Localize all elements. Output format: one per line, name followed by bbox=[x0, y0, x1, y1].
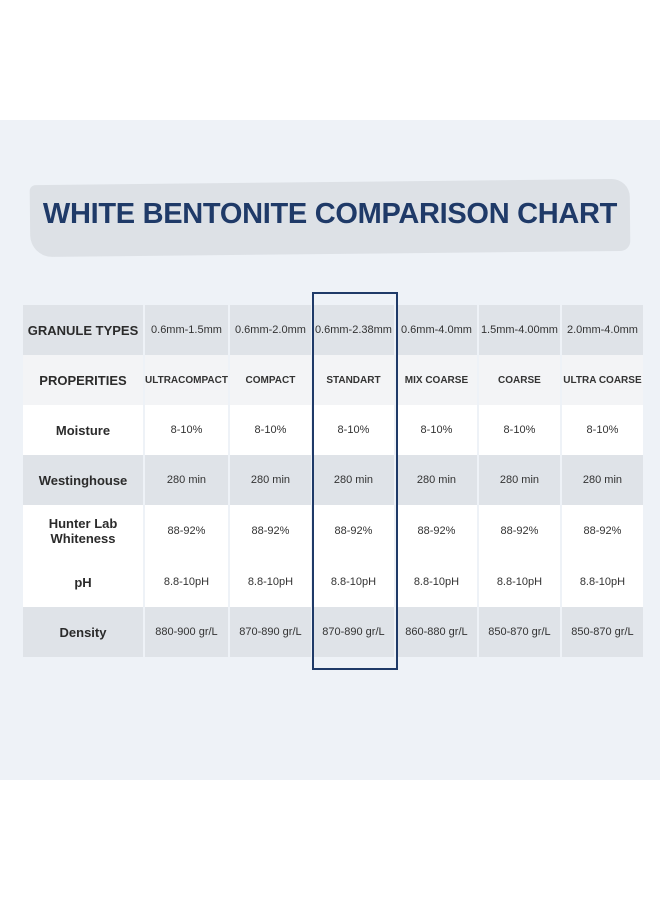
cell: 8-10% bbox=[478, 405, 560, 455]
cell: 280 min bbox=[229, 455, 311, 505]
row-label: Westinghouse bbox=[23, 455, 143, 505]
cell: 0.6mm-1.5mm bbox=[145, 305, 228, 355]
cell: 88-92% bbox=[478, 505, 560, 557]
cell: 280 min bbox=[312, 455, 394, 505]
highlight-column bbox=[312, 292, 398, 670]
title: WHITE BENTONITE COMPARISON CHART bbox=[42, 198, 618, 230]
cell: STANDART bbox=[312, 355, 394, 405]
cell: 8-10% bbox=[312, 405, 394, 455]
cell: 8-10% bbox=[145, 405, 228, 455]
table-row: Density 880-900 gr/L 870-890 gr/L 870-890 g… bbox=[23, 607, 643, 657]
cell: 0.6mm-4.0mm bbox=[395, 305, 477, 355]
row-label: Hunter Lab Whiteness bbox=[23, 505, 143, 557]
row-label: Moisture bbox=[23, 405, 143, 455]
cell: 0.6mm-2.38mm bbox=[312, 305, 394, 355]
table-row: Westinghouse 280 min 280 min 280 min 280 min… bbox=[23, 455, 643, 505]
cell: 850-870 gr/L bbox=[561, 607, 643, 657]
cell: ULTRA COARSE bbox=[561, 355, 643, 405]
table-row: GRANULE TYPES 0.6mm-1.5mm 0.6mm-2.0mm 0.6mm… bbox=[23, 305, 643, 355]
row-label: GRANULE TYPES bbox=[23, 305, 143, 355]
cell: 860-880 gr/L bbox=[395, 607, 477, 657]
table-row: pH 8.8-10pH 8.8-10pH 8.8-10pH 8.8-10pH 8.8-10… bbox=[23, 557, 643, 607]
cell: 8.8-10pH bbox=[145, 557, 228, 607]
cell: 880-900 gr/L bbox=[145, 607, 228, 657]
table-row: Moisture 8-10% 8-10% 8-10% 8-10% 8-10% 8-10% bbox=[23, 405, 643, 455]
cell: 280 min bbox=[478, 455, 560, 505]
cell: 8.8-10pH bbox=[395, 557, 477, 607]
cell: 8.8-10pH bbox=[312, 557, 394, 607]
cell: COMPACT bbox=[229, 355, 311, 405]
cell: 8-10% bbox=[561, 405, 643, 455]
cell: 0.6mm-2.0mm bbox=[229, 305, 311, 355]
cell: 2.0mm-4.0mm bbox=[561, 305, 643, 355]
cell: 870-890 gr/L bbox=[229, 607, 311, 657]
cell: MIX COARSE bbox=[395, 355, 477, 405]
row-label: PROPERITIES bbox=[23, 355, 143, 405]
cell: 8-10% bbox=[229, 405, 311, 455]
cell: 8-10% bbox=[395, 405, 477, 455]
cell: 8.8-10pH bbox=[478, 557, 560, 607]
table-row: PROPERITIES ULTRACOMPACT COMPACT STANDART MI… bbox=[23, 355, 643, 405]
cell: 280 min bbox=[145, 455, 228, 505]
row-label: pH bbox=[23, 557, 143, 607]
cell: 88-92% bbox=[395, 505, 477, 557]
comparison-table: GRANULE TYPES 0.6mm-1.5mm 0.6mm-2.0mm 0.6mm… bbox=[21, 305, 645, 657]
row-label: Density bbox=[23, 607, 143, 657]
cell: COARSE bbox=[478, 355, 560, 405]
cell: 88-92% bbox=[145, 505, 228, 557]
cell: 870-890 gr/L bbox=[312, 607, 394, 657]
cell: ULTRACOMPACT bbox=[145, 355, 228, 405]
cell: 280 min bbox=[395, 455, 477, 505]
cell: 88-92% bbox=[229, 505, 311, 557]
cell: 1.5mm-4.00mm bbox=[478, 305, 560, 355]
cell: 850-870 gr/L bbox=[478, 607, 560, 657]
cell: 8.8-10pH bbox=[561, 557, 643, 607]
cell: 88-92% bbox=[561, 505, 643, 557]
table-row: Hunter Lab Whiteness 88-92% 88-92% 88-92% 88… bbox=[23, 505, 643, 557]
cell: 8.8-10pH bbox=[229, 557, 311, 607]
cell: 280 min bbox=[561, 455, 643, 505]
cell: 88-92% bbox=[312, 505, 394, 557]
